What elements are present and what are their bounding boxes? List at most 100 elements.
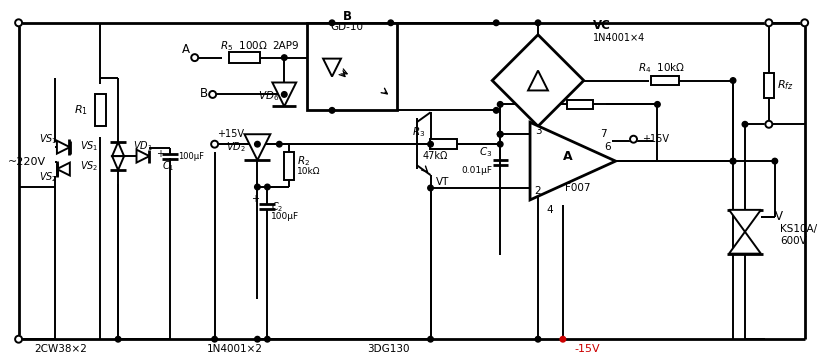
- Polygon shape: [729, 232, 761, 254]
- Text: $VS_1$: $VS_1$: [80, 139, 98, 153]
- Circle shape: [276, 142, 282, 147]
- Polygon shape: [112, 156, 124, 170]
- Text: 6: 6: [605, 142, 611, 152]
- Circle shape: [493, 108, 499, 113]
- Text: $R_4$  10kΩ: $R_4$ 10kΩ: [638, 62, 685, 75]
- Text: $R_2$: $R_2$: [297, 154, 310, 168]
- Text: $VS_2$: $VS_2$: [80, 159, 98, 173]
- Bar: [567, 100, 592, 109]
- Text: +15V: +15V: [643, 134, 669, 144]
- Circle shape: [15, 19, 22, 26]
- Text: VC: VC: [592, 19, 610, 32]
- Text: 100μF: 100μF: [178, 152, 204, 161]
- Text: $VD_6$: $VD_6$: [258, 89, 280, 103]
- Text: $VS_2$: $VS_2$: [39, 170, 57, 184]
- Circle shape: [742, 122, 747, 127]
- Polygon shape: [57, 163, 70, 176]
- Circle shape: [730, 158, 736, 164]
- Circle shape: [116, 336, 121, 342]
- Text: A: A: [563, 150, 573, 163]
- Circle shape: [801, 19, 808, 26]
- Polygon shape: [493, 35, 584, 126]
- Polygon shape: [729, 210, 761, 232]
- Circle shape: [535, 20, 541, 26]
- Bar: [95, 94, 106, 126]
- Polygon shape: [57, 141, 70, 153]
- Circle shape: [497, 131, 503, 137]
- Circle shape: [255, 142, 260, 147]
- Text: VT: VT: [436, 177, 449, 187]
- Circle shape: [730, 78, 736, 83]
- Circle shape: [265, 336, 270, 342]
- Bar: [652, 76, 679, 85]
- Bar: [430, 139, 457, 149]
- Polygon shape: [112, 142, 124, 156]
- Polygon shape: [530, 122, 615, 200]
- Text: $R_5$  100Ω: $R_5$ 100Ω: [220, 39, 268, 52]
- Circle shape: [772, 158, 778, 164]
- Circle shape: [730, 158, 736, 164]
- Circle shape: [766, 19, 772, 26]
- Circle shape: [211, 141, 218, 148]
- Text: 47kΩ: 47kΩ: [423, 151, 448, 161]
- Text: 1N4001×4: 1N4001×4: [592, 33, 645, 43]
- Circle shape: [255, 336, 260, 342]
- Circle shape: [497, 131, 503, 137]
- Text: $VD_1$: $VD_1$: [133, 139, 153, 153]
- Polygon shape: [272, 83, 296, 106]
- Circle shape: [427, 185, 433, 191]
- Text: B: B: [200, 87, 208, 100]
- Text: +: +: [156, 149, 164, 159]
- Text: 4: 4: [547, 205, 554, 215]
- Text: GD-10: GD-10: [331, 22, 364, 32]
- Text: 3: 3: [535, 126, 541, 136]
- Polygon shape: [323, 59, 341, 76]
- Text: $VS_1$: $VS_1$: [39, 132, 57, 146]
- Bar: [307, 23, 397, 110]
- Circle shape: [191, 54, 198, 61]
- Text: 10kΩ: 10kΩ: [297, 167, 321, 176]
- Text: $C_2$: $C_2$: [271, 200, 284, 214]
- Text: 1N4001×2: 1N4001×2: [206, 344, 262, 354]
- Text: A: A: [182, 43, 190, 56]
- Circle shape: [497, 102, 503, 107]
- Circle shape: [560, 336, 566, 342]
- Circle shape: [329, 20, 335, 26]
- Circle shape: [265, 184, 270, 190]
- Text: 3DG130: 3DG130: [367, 344, 410, 354]
- Circle shape: [493, 20, 499, 26]
- Text: V: V: [775, 210, 783, 223]
- Polygon shape: [244, 134, 271, 160]
- Text: 2: 2: [535, 186, 541, 196]
- Text: $R_{fz}$: $R_{fz}$: [777, 79, 794, 92]
- Bar: [764, 72, 774, 98]
- Bar: [229, 52, 261, 63]
- Text: $VD_2$: $VD_2$: [226, 140, 246, 154]
- Text: 2CW38×2: 2CW38×2: [34, 344, 87, 354]
- Text: $C_1$: $C_1$: [162, 159, 174, 173]
- Circle shape: [212, 336, 218, 342]
- Circle shape: [329, 108, 335, 113]
- Text: -15V: -15V: [575, 344, 601, 354]
- Text: +15V: +15V: [217, 129, 243, 139]
- Text: F007: F007: [565, 183, 591, 193]
- Polygon shape: [528, 71, 548, 90]
- Text: 7: 7: [601, 129, 607, 139]
- Text: KS10A/: KS10A/: [780, 224, 817, 234]
- Circle shape: [535, 336, 541, 342]
- Circle shape: [210, 91, 216, 98]
- Circle shape: [654, 102, 660, 107]
- Circle shape: [15, 336, 22, 343]
- Circle shape: [427, 142, 433, 147]
- Polygon shape: [136, 150, 149, 163]
- Text: 2AP9: 2AP9: [272, 41, 299, 51]
- Circle shape: [427, 336, 433, 342]
- Circle shape: [388, 20, 394, 26]
- Circle shape: [281, 55, 287, 60]
- Text: $R_1$: $R_1$: [74, 104, 88, 117]
- Text: 600V: 600V: [780, 236, 807, 246]
- Circle shape: [766, 121, 772, 128]
- Text: $C_3$: $C_3$: [479, 145, 493, 159]
- Text: ~220V: ~220V: [7, 157, 45, 167]
- Bar: [285, 152, 295, 180]
